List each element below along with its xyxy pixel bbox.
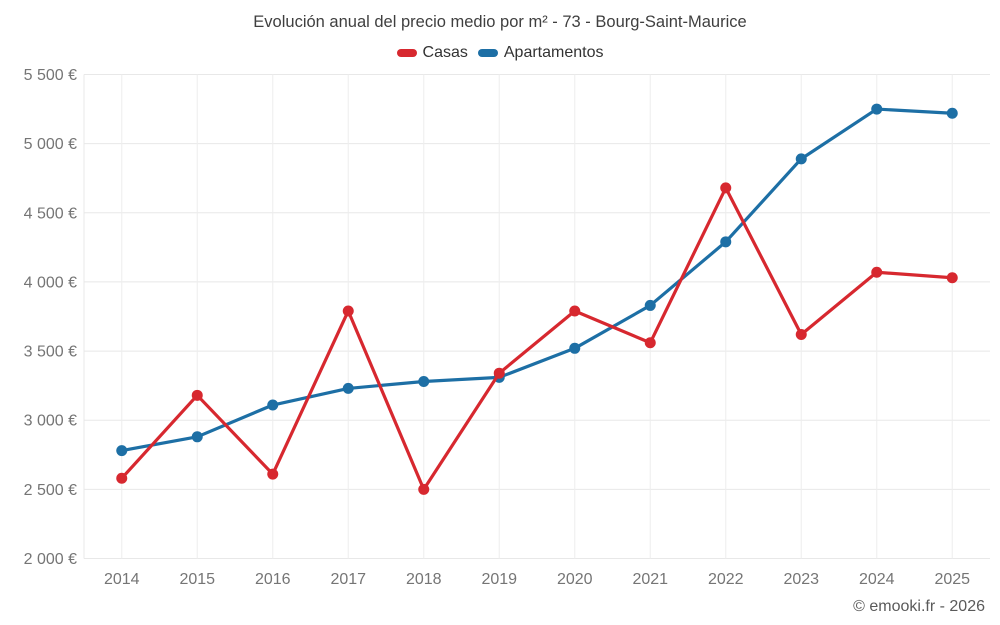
apartamentos-data-point[interactable]: [644, 299, 656, 311]
x-axis-tick-label: 2015: [179, 571, 215, 588]
apartamentos-data-point[interactable]: [191, 431, 203, 443]
x-axis-tick-label: 2025: [934, 571, 970, 588]
x-axis-tick-label: 2018: [406, 571, 442, 588]
legend: Casas Apartamentos: [0, 44, 1000, 62]
casas-data-point[interactable]: [644, 337, 656, 349]
apartamentos-data-point[interactable]: [795, 153, 807, 165]
y-axis-tick-label: 3 500 €: [24, 344, 77, 361]
apartamentos-data-point[interactable]: [720, 236, 732, 248]
y-axis-tick-label: 4 000 €: [24, 274, 77, 291]
casas-data-point[interactable]: [720, 182, 732, 194]
legend-label-apartamentos: Apartamentos: [503, 44, 604, 61]
casas-legend-swatch-icon: [396, 49, 417, 57]
x-axis-tick-label: 2020: [557, 571, 593, 588]
apartamentos-line: [120, 107, 954, 453]
casas-data-point[interactable]: [191, 389, 203, 401]
x-axis-tick-label: 2024: [859, 571, 895, 588]
legend-label-casas: Casas: [422, 44, 468, 61]
copyright-text: © emooki.fr - 2026: [853, 598, 985, 615]
x-axis-tick-label: 2023: [783, 571, 819, 588]
apartamentos-data-point[interactable]: [871, 103, 883, 115]
y-axis-tick-label: 4 500 €: [24, 205, 77, 222]
x-axis-tick-label: 2017: [330, 571, 366, 588]
x-axis-tick-label: 2019: [481, 571, 517, 588]
casas-data-point[interactable]: [493, 367, 505, 379]
y-axis-tick-label: 2 500 €: [24, 482, 77, 499]
casas-line: [120, 186, 954, 491]
casas-data-point[interactable]: [871, 266, 883, 278]
apartamentos-data-point[interactable]: [267, 399, 279, 411]
y-axis-tick-label: 5 000 €: [24, 136, 77, 153]
casas-data-point[interactable]: [569, 305, 581, 317]
legend-item-casas[interactable]: Casas: [396, 44, 468, 62]
casas-data-point[interactable]: [267, 468, 279, 480]
apartamentos-data-point[interactable]: [569, 342, 581, 354]
chart-title: Evolución anual del precio medio por m² …: [253, 13, 747, 31]
casas-data-point[interactable]: [946, 272, 958, 284]
y-axis-tick-label: 3 000 €: [24, 413, 77, 430]
x-axis-tick-label: 2014: [104, 571, 140, 588]
casas-data-point[interactable]: [795, 328, 807, 340]
legend-item-apartamentos[interactable]: Apartamentos: [477, 44, 604, 62]
x-axis-tick-label: 2022: [708, 571, 744, 588]
apartamentos-legend-swatch-icon: [477, 49, 498, 57]
apartamentos-data-point[interactable]: [946, 107, 958, 119]
y-axis-tick-label: 2 000 €: [24, 551, 77, 568]
x-axis-tick-label: 2021: [632, 571, 668, 588]
casas-data-point[interactable]: [418, 483, 430, 495]
casas-data-point[interactable]: [342, 305, 354, 317]
apartamentos-data-point[interactable]: [116, 445, 128, 457]
apartamentos-data-point[interactable]: [418, 375, 430, 387]
casas-data-point[interactable]: [116, 472, 128, 484]
x-axis-tick-label: 2016: [255, 571, 291, 588]
apartamentos-data-point[interactable]: [342, 382, 354, 394]
y-axis-tick-label: 5 500 €: [24, 67, 77, 84]
